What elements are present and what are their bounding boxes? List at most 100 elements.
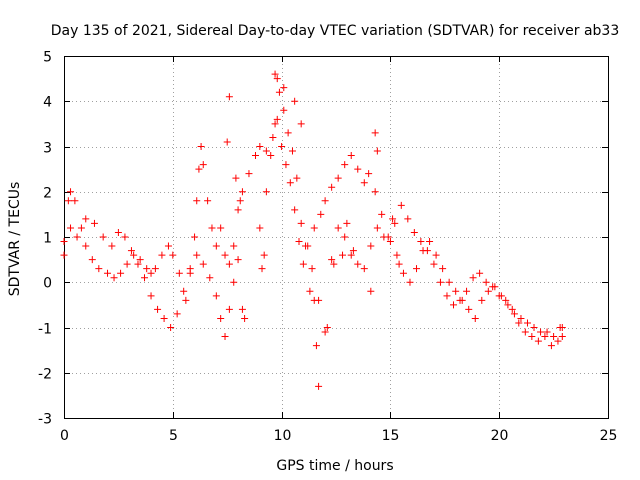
- x-tick-label: 25: [600, 428, 618, 444]
- data-point: [232, 174, 240, 182]
- data-point: [60, 251, 68, 259]
- data-point: [136, 256, 144, 264]
- data-point: [419, 247, 427, 255]
- data-point: [458, 296, 466, 304]
- data-point: [167, 324, 175, 331]
- data-point: [284, 129, 292, 137]
- data-point: [558, 324, 566, 331]
- data-point: [206, 274, 214, 282]
- data-point: [445, 278, 453, 286]
- data-point: [199, 161, 207, 169]
- data-point: [354, 260, 362, 268]
- y-tick-label: 5: [43, 50, 52, 66]
- data-point: [230, 242, 238, 250]
- y-tick-label: -3: [38, 412, 52, 428]
- data-point: [323, 324, 331, 331]
- data-point: [471, 314, 479, 322]
- data-point: [478, 296, 486, 304]
- data-point: [389, 215, 397, 223]
- data-point: [508, 305, 516, 313]
- data-point: [410, 228, 418, 236]
- data-point: [60, 238, 68, 246]
- data-point: [432, 251, 440, 259]
- data-point: [82, 242, 90, 250]
- axis-ticks: 0 5 10 15 20 25 -3 -2 -1 0 1 2 3 4 5: [38, 50, 617, 445]
- data-point: [343, 219, 351, 227]
- data-point: [108, 242, 116, 250]
- data-point: [491, 283, 499, 291]
- data-point: [234, 256, 242, 264]
- data-point: [465, 305, 473, 313]
- data-point: [373, 224, 381, 232]
- data-point: [334, 224, 342, 232]
- data-point: [502, 296, 510, 304]
- data-point: [328, 183, 336, 191]
- data-point: [380, 233, 388, 241]
- data-point: [306, 287, 314, 295]
- data-point: [127, 247, 135, 255]
- y-tick-label: 2: [43, 186, 52, 202]
- data-point: [297, 120, 305, 128]
- data-point: [302, 242, 310, 250]
- data-point: [197, 143, 205, 150]
- data-point: [123, 260, 131, 268]
- data-point: [504, 301, 512, 309]
- data-point: [191, 233, 199, 241]
- data-point: [308, 265, 316, 273]
- data-point: [391, 219, 399, 227]
- grid: [64, 56, 608, 418]
- data-point: [291, 97, 299, 105]
- data-point: [469, 274, 477, 282]
- data-point: [236, 197, 244, 205]
- data-point: [88, 256, 96, 264]
- data-point: [195, 165, 203, 173]
- data-point: [134, 260, 142, 268]
- data-point: [450, 301, 458, 309]
- data-point: [273, 75, 281, 83]
- y-tick-label: -1: [38, 322, 52, 338]
- data-point: [99, 233, 107, 241]
- x-tick-label: 15: [382, 428, 400, 444]
- data-point: [297, 219, 305, 227]
- data-point: [367, 242, 375, 250]
- data-point: [204, 197, 212, 205]
- data-point: [517, 314, 525, 322]
- data-point: [147, 292, 155, 300]
- data-point: [426, 238, 434, 246]
- y-axis-label: SDTVAR / TECUs: [7, 182, 23, 297]
- data-point: [282, 161, 290, 169]
- data-point: [395, 260, 403, 268]
- data-point: [439, 265, 447, 273]
- data-point: [154, 305, 162, 313]
- data-point: [90, 219, 98, 227]
- data-point: [262, 147, 270, 155]
- data-point: [269, 133, 277, 141]
- data-point: [543, 328, 551, 336]
- data-point: [262, 188, 270, 196]
- data-point: [82, 215, 90, 223]
- data-point: [147, 269, 155, 277]
- data-point: [256, 143, 264, 150]
- data-point: [221, 251, 229, 259]
- data-point: [330, 260, 338, 268]
- data-point: [278, 143, 286, 150]
- data-point: [151, 265, 159, 273]
- data-point: [406, 278, 414, 286]
- data-point: [230, 278, 238, 286]
- data-point: [258, 265, 266, 273]
- data-point: [223, 138, 231, 146]
- data-point: [293, 174, 301, 182]
- data-point: [537, 328, 545, 336]
- data-point: [67, 188, 75, 196]
- series: [223, 70, 403, 390]
- data-point: [404, 215, 412, 223]
- data-point: [482, 278, 490, 286]
- data-point: [267, 152, 275, 160]
- data-point: [334, 174, 342, 182]
- data-point: [186, 265, 194, 273]
- data-point: [280, 84, 288, 92]
- data-point: [452, 287, 460, 295]
- x-tick-label: 5: [169, 428, 178, 444]
- data-point: [280, 106, 288, 114]
